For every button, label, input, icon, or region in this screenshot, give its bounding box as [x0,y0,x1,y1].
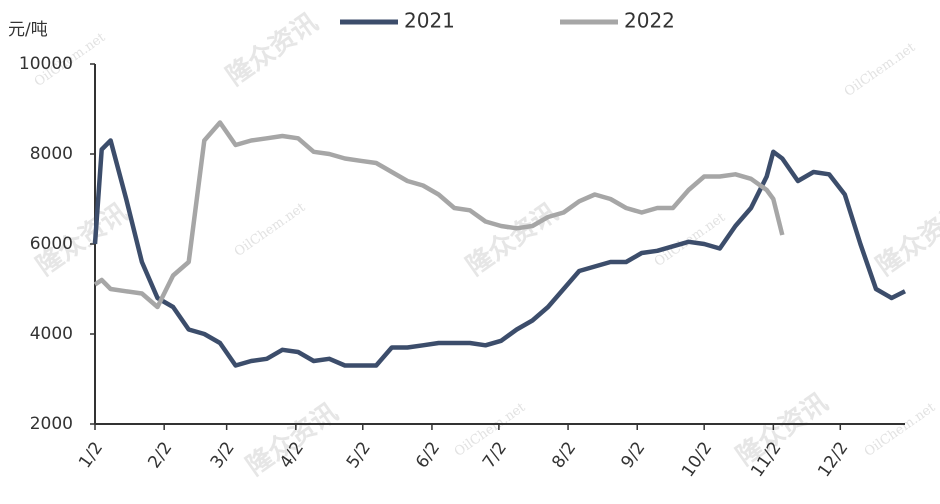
x-tick-label: 5/2 [343,438,375,472]
legend-label: 2022 [624,9,675,33]
watermark: 隆众资讯 [731,388,833,472]
x-tick-label: 3/2 [207,438,239,472]
watermark: OilChem.net [232,200,309,260]
x-tick-label: 6/2 [412,438,444,472]
x-tick-label: 10/2 [678,438,716,481]
x-tick-label: 12/2 [814,438,852,481]
x-tick-label: 8/2 [548,438,580,472]
y-tick-label: 8000 [30,144,73,164]
x-tick-label: 9/2 [617,438,649,472]
y-tick-label: 6000 [30,234,73,254]
series-line [93,120,785,310]
legend-label: 2021 [404,9,455,33]
y-axis-label: 元/吨 [8,20,48,40]
x-tick-label: 2/2 [144,438,176,472]
watermark: 隆众资讯 [221,8,323,92]
y-tick-label: 10000 [19,54,73,74]
watermark: OilChem.net [862,400,939,460]
series-line [92,138,907,368]
y-tick-label: 2000 [30,414,73,434]
watermark: 隆众资讯 [461,198,563,282]
watermark: 隆众资讯 [871,198,940,282]
x-tick-label: 1/2 [75,438,107,472]
watermark: OilChem.net [842,40,919,100]
y-tick-label: 4000 [30,324,73,344]
